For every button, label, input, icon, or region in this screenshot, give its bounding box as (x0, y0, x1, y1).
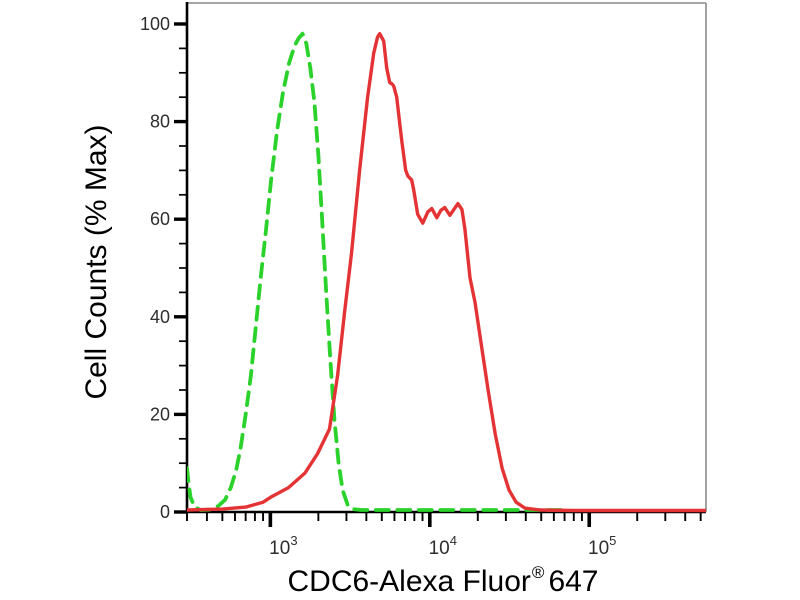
x-axis-title-number: 647 (548, 565, 599, 598)
series-control-green-dashed (187, 31, 567, 512)
y-tick-label: 80 (150, 112, 170, 132)
series-cdc6-red-solid (187, 32, 706, 513)
x-tick-label: 103 (269, 533, 297, 559)
series-group (187, 31, 706, 513)
y-tick-label: 20 (150, 404, 170, 424)
x-tick-label: 105 (588, 533, 616, 559)
registered-trademark-symbol: ® (531, 563, 545, 582)
x-tick-label: 104 (429, 533, 457, 559)
x-axis-title-text: CDC6-Alexa Fluor (287, 565, 531, 598)
y-axis-ticks: 0 20 40 60 80 100 (140, 14, 187, 522)
y-tick-label: 100 (140, 14, 170, 34)
y-tick-label: 60 (150, 209, 170, 229)
x-axis-title: CDC6-Alexa Fluor® 647 (288, 563, 599, 599)
plot-frame (185, 2, 707, 514)
x-axis-ticks: 103 104 105 (186, 513, 702, 559)
y-tick-label: 0 (160, 502, 170, 522)
y-axis-title: Cell Counts (% Max) (80, 124, 113, 400)
y-tick-label: 40 (150, 307, 170, 327)
